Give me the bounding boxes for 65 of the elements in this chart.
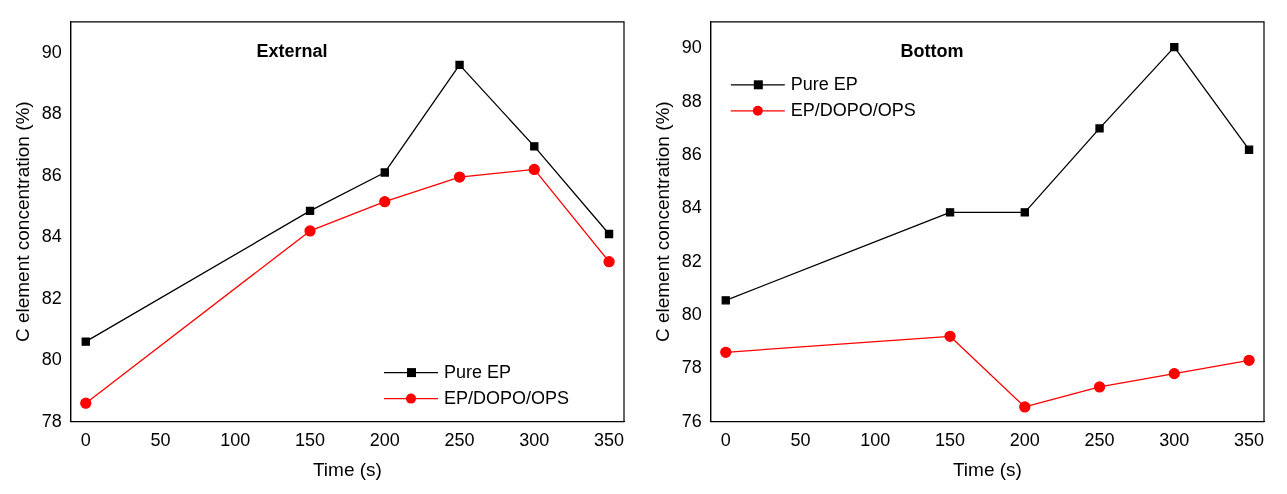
point (1020, 208, 1029, 217)
point (1168, 367, 1180, 380)
x-tick-label: 0 (80, 430, 91, 451)
x-tick-label: 350 (594, 430, 625, 451)
point (305, 206, 315, 216)
y-axis-title: C element concentration (%) (11, 101, 33, 343)
y-tick-label: 86 (681, 144, 702, 165)
x-axis-title: Time (s) (312, 458, 382, 480)
point (945, 208, 955, 217)
y-tick-label: 86 (41, 164, 62, 185)
legend-label: Pure EP (790, 73, 858, 94)
point (453, 171, 466, 183)
x-tick-label: 100 (860, 430, 891, 451)
y-tick-label: 80 (41, 349, 62, 370)
point (1019, 401, 1031, 413)
point (721, 296, 730, 305)
text: External (256, 40, 328, 61)
point (380, 168, 389, 177)
y-tick-label: 88 (41, 103, 62, 124)
point (604, 229, 614, 239)
x-tick-label: 100 (220, 430, 251, 451)
point (603, 256, 615, 268)
y-axis-title: C element concentration (%) (651, 101, 673, 343)
point (80, 397, 92, 409)
y-tick-label: 84 (681, 197, 702, 218)
legend-label: EP/DOPO/OPS (444, 387, 570, 408)
x-tick-label: 50 (150, 430, 171, 451)
x-tick-label: 200 (369, 430, 400, 451)
y-tick-label: 84 (41, 226, 62, 247)
x-tick-label: 150 (295, 430, 326, 451)
point (1243, 354, 1255, 366)
point (455, 60, 464, 70)
y-tick-label: 88 (681, 90, 702, 111)
legend-label: Pure EP (444, 361, 512, 382)
point (1170, 42, 1179, 52)
x-tick-label: 300 (1159, 430, 1190, 451)
y-tick-label: 82 (41, 287, 62, 308)
point (530, 142, 539, 151)
point (1244, 145, 1254, 154)
point (944, 330, 956, 342)
y-tick-label: 76 (681, 410, 702, 431)
point (379, 196, 391, 208)
x-tick-label: 200 (1009, 430, 1040, 451)
y-tick-label: 82 (681, 250, 702, 271)
point (1095, 124, 1104, 133)
y-tick-label: 78 (41, 410, 62, 431)
x-tick-label: 250 (444, 430, 475, 451)
x-tick-label: 300 (519, 430, 550, 451)
text: Bottom (900, 40, 964, 61)
y-tick-label: 90 (41, 41, 62, 62)
x-tick-label: 350 (1234, 430, 1265, 451)
legend-label: EP/DOPO/OPS (790, 99, 916, 120)
point (304, 225, 316, 237)
x-axis-title: Time (s) (952, 458, 1022, 480)
x-tick-label: 50 (790, 430, 811, 451)
point (81, 337, 90, 346)
y-tick-label: 78 (681, 357, 702, 378)
y-tick-label: 90 (681, 37, 702, 58)
x-tick-label: 150 (935, 430, 966, 451)
x-tick-label: 250 (1084, 430, 1115, 451)
point (1093, 381, 1106, 393)
point (720, 346, 732, 358)
point (528, 163, 540, 176)
y-tick-label: 80 (681, 303, 702, 324)
x-tick-label: 0 (720, 430, 731, 451)
